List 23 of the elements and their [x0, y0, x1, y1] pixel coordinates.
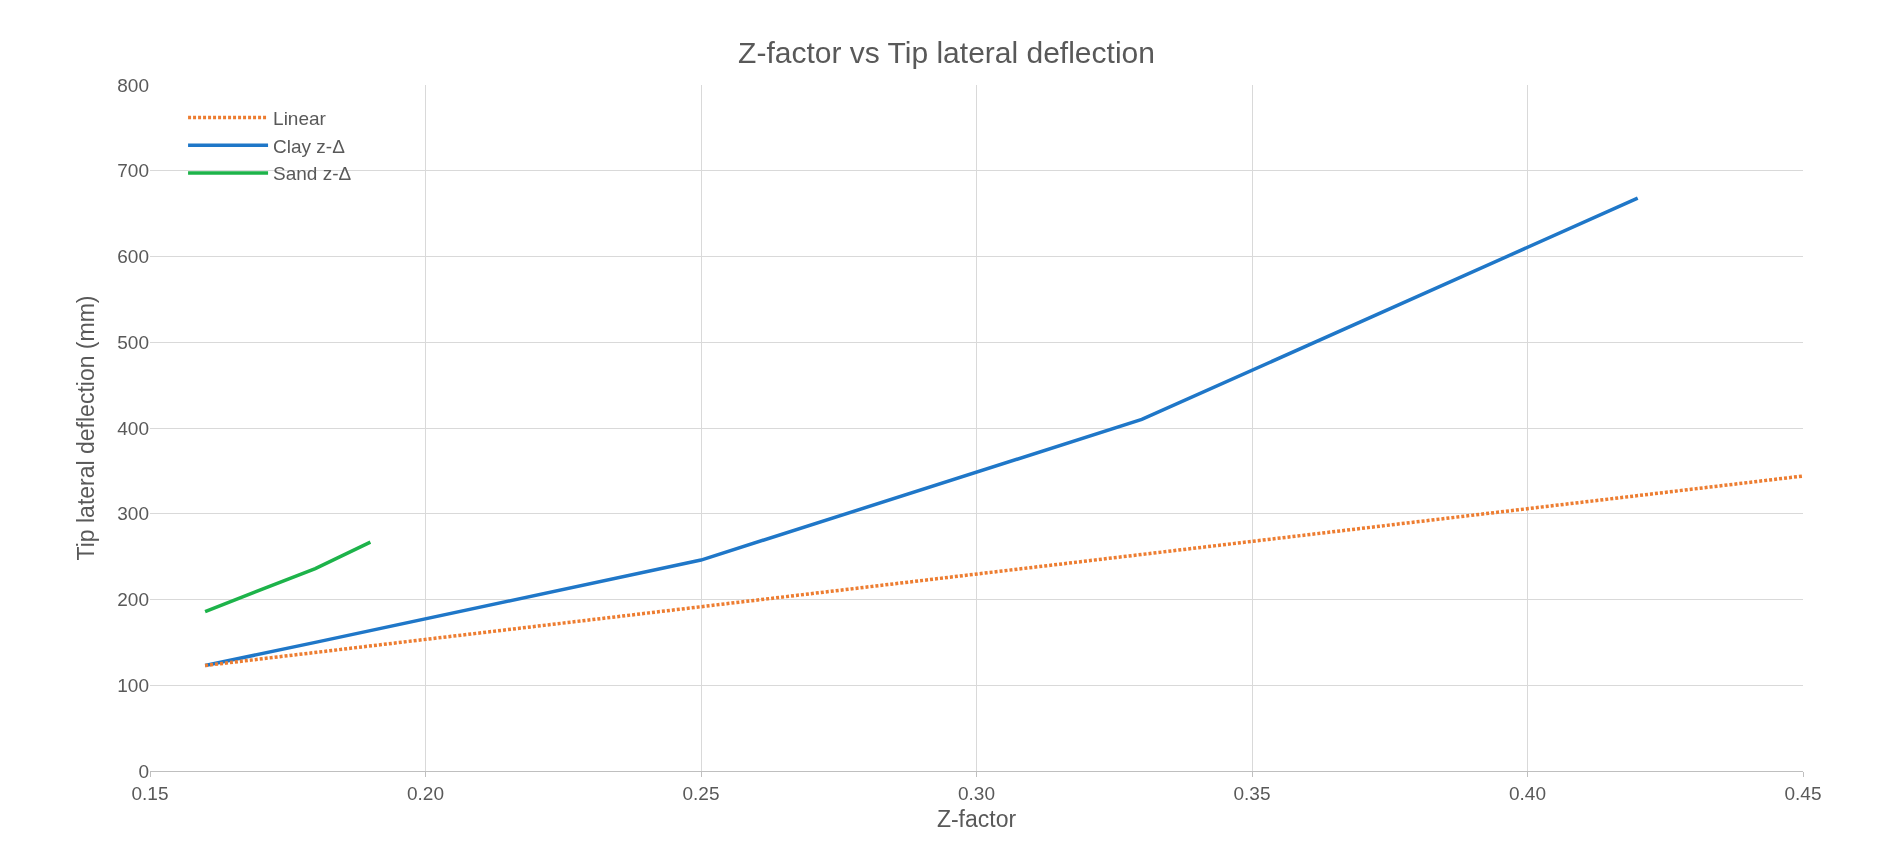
legend-label: Linear	[273, 107, 327, 129]
x-tick-label: 0.40	[1509, 782, 1546, 804]
x-tick-label: 0.30	[958, 782, 995, 804]
y-tick-label: 100	[117, 674, 149, 696]
x-tick-label: 0.20	[407, 782, 444, 804]
y-tick-label: 300	[117, 503, 149, 525]
y-tick-label: 500	[117, 331, 149, 353]
y-tick-label: 400	[117, 417, 149, 439]
line-series	[203, 196, 1640, 668]
x-tick-label: 0.15	[131, 782, 169, 804]
legend-label: Clay z-Δ	[273, 135, 346, 157]
x-tick-label: 0.25	[682, 782, 720, 804]
y-tick-label: 600	[117, 246, 149, 268]
y-tick-label: 800	[117, 74, 149, 96]
y-axis-title: Tip lateral deflection (mm)	[73, 295, 99, 561]
x-tick-label: 0.45	[1784, 782, 1822, 804]
y-tick-label: 700	[117, 160, 149, 182]
y-tick-label: 0	[138, 760, 149, 782]
x-axis-title: Z-factor	[936, 806, 1017, 833]
x-tick-label: 0.35	[1233, 782, 1271, 804]
chart-title: Z-factor vs Tip lateral deflection	[738, 36, 1155, 70]
y-tick-label: 200	[117, 589, 149, 611]
legend-label: Sand z-Δ	[273, 163, 352, 185]
